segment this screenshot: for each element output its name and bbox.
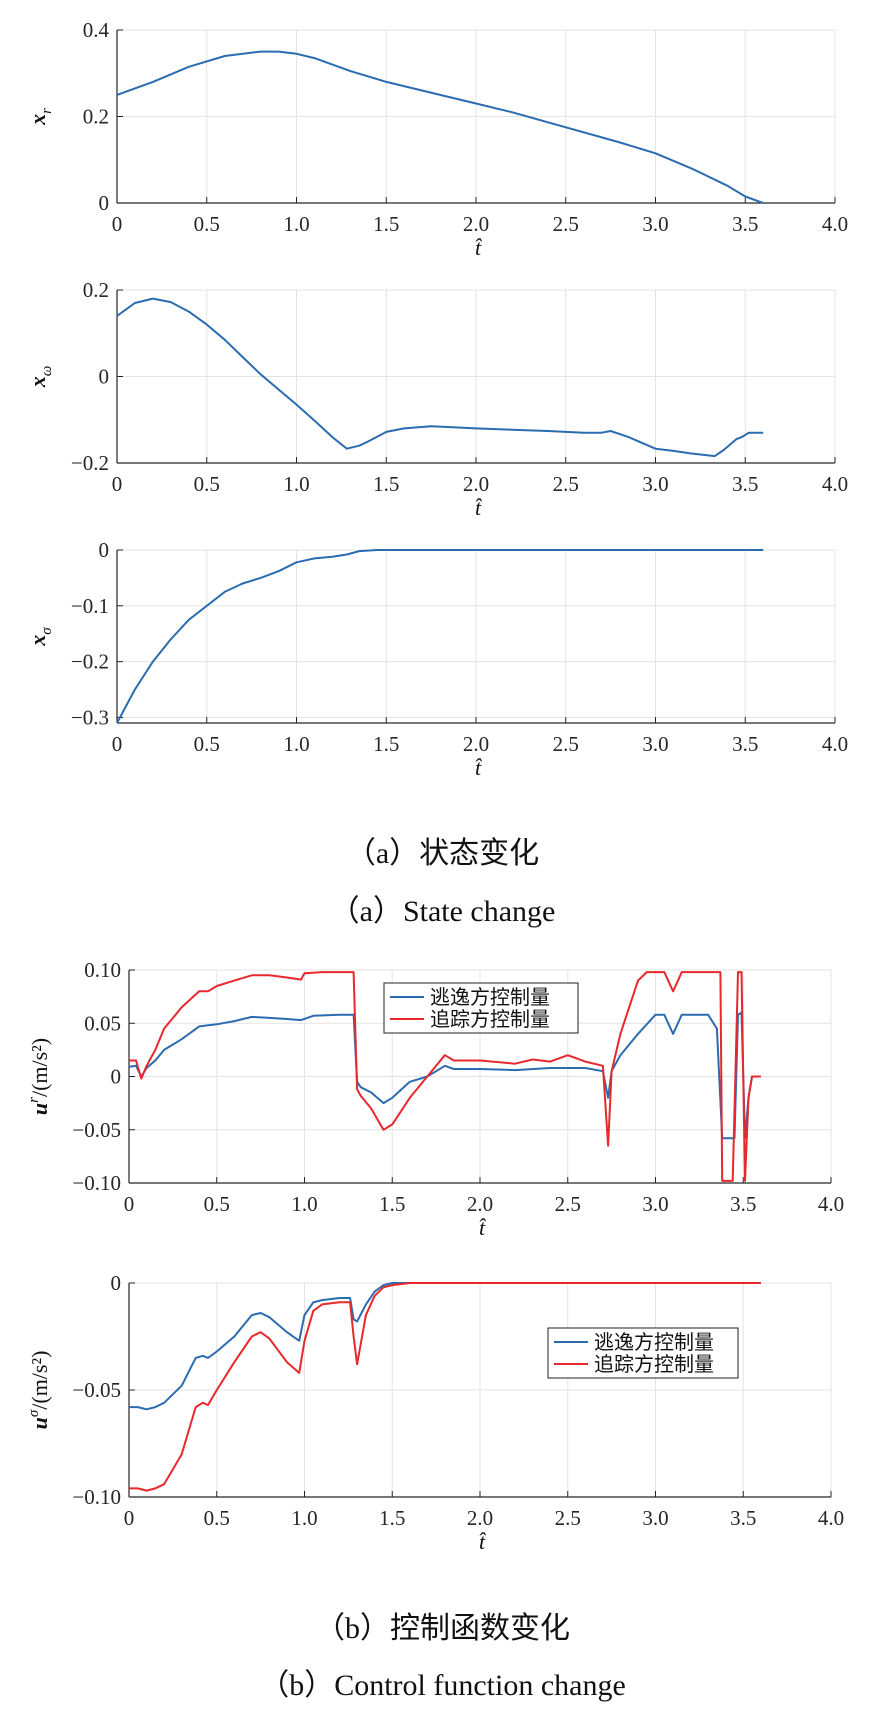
x-tick-label: 2.5 <box>553 212 579 236</box>
x-tick-label: 4.0 <box>818 1192 844 1216</box>
chart-panel-4: 0 0.5 1.0 1.5 2.0 2.5 3.0 3.5 4.0 −0.10 −0.05 0 0.05… <box>26 958 844 1240</box>
x-tick-label: 0.5 <box>204 1192 230 1216</box>
series-line-state <box>116 549 764 724</box>
y-tick-label: 0.05 <box>84 1011 121 1035</box>
x-tick-label: 4.0 <box>818 1506 844 1530</box>
x-axis-label: t̂ <box>475 235 483 260</box>
x-tick-label: 3.0 <box>642 212 668 236</box>
y-axis-label: xr <box>25 108 55 126</box>
series-line-evader <box>129 1282 761 1411</box>
series-line-state <box>116 50 764 204</box>
y-tick-label: 0.10 <box>84 958 121 982</box>
caption-a-english: （a）State change <box>329 895 556 928</box>
x-axis-label: t̂ <box>479 1529 487 1554</box>
series-line-pursuer <box>129 1282 761 1492</box>
chart-panel-5: 0 0.5 1.0 1.5 2.0 2.5 3.0 3.5 4.0 −0.10 −0.05 0 t̂ uσ… <box>26 1271 844 1554</box>
y-tick-label: −0.3 <box>71 705 109 729</box>
y-tick-label: −0.05 <box>72 1378 121 1402</box>
x-tick-label: 2.5 <box>553 472 579 496</box>
y-tick-label: −0.2 <box>71 451 109 475</box>
legend-box <box>547 1327 739 1379</box>
x-tick-label: 1.5 <box>379 1506 405 1530</box>
x-tick-label: 0.5 <box>194 732 220 756</box>
x-tick-label: 0 <box>124 1192 135 1216</box>
x-tick-label: 0.5 <box>194 212 220 236</box>
x-tick-label: 4.0 <box>822 212 848 236</box>
y-tick-label: −0.2 <box>71 650 109 674</box>
x-tick-label: 2.0 <box>463 472 489 496</box>
x-tick-label: 4.0 <box>822 472 848 496</box>
x-tick-label: 3.5 <box>730 1192 756 1216</box>
x-tick-label: 1.0 <box>291 1192 317 1216</box>
x-tick-label: 0 <box>112 472 123 496</box>
x-tick-label: 1.0 <box>283 732 309 756</box>
x-axis-label: t̂ <box>479 1215 487 1240</box>
x-tick-label: 2.0 <box>467 1506 493 1530</box>
x-tick-label: 1.0 <box>283 212 309 236</box>
x-tick-label: 2.0 <box>463 212 489 236</box>
x-tick-label: 0 <box>112 732 123 756</box>
chart-panel-3: 0 0.5 1.0 1.5 2.0 2.5 3.0 3.5 4.0 −0.3 −0.2 −0.1 0 t̂… <box>25 538 848 780</box>
x-tick-label: 3.0 <box>642 1192 668 1216</box>
caption-a-chinese: （a）状态变化 <box>345 837 540 870</box>
x-tick-label: 1.5 <box>373 472 399 496</box>
series-line-evader <box>128 1011 761 1140</box>
y-axis-label: ur/(m/s²) <box>26 1038 52 1115</box>
y-tick-label: 0.2 <box>83 105 109 129</box>
x-tick-label: 1.5 <box>373 212 399 236</box>
x-tick-label: 0.5 <box>194 472 220 496</box>
x-axis-label: t̂ <box>475 755 483 780</box>
y-tick-label: 0 <box>99 365 110 389</box>
x-tick-label: 3.0 <box>642 732 668 756</box>
x-tick-label: 0.5 <box>204 1506 230 1530</box>
y-axis-label: xω <box>25 366 55 389</box>
x-tick-label: 0 <box>124 1506 135 1530</box>
x-tick-label: 3.5 <box>732 732 758 756</box>
chart-panel-2: 0 0.5 1.0 1.5 2.0 2.5 3.0 3.5 4.0−0.200.2t̂xω <box>25 278 848 520</box>
legend-label: 逃逸方控制量 <box>430 986 550 1009</box>
x-tick-label: 2.5 <box>555 1192 581 1216</box>
y-tick-label: 0 <box>99 538 110 562</box>
x-tick-label: 1.0 <box>291 1506 317 1530</box>
y-tick-label: 0 <box>111 1065 122 1089</box>
x-axis-label: t̂ <box>475 495 483 520</box>
y-tick-label: 0.2 <box>83 278 109 302</box>
x-tick-label: 4.0 <box>822 732 848 756</box>
legend-label: 追踪方控制量 <box>430 1008 550 1031</box>
x-tick-label: 2.0 <box>467 1192 493 1216</box>
y-tick-label: −0.1 <box>71 594 109 618</box>
x-tick-label: 2.0 <box>463 732 489 756</box>
caption-b-chinese: （b）控制函数变化 <box>315 1612 570 1645</box>
x-tick-label: 2.5 <box>553 732 579 756</box>
x-tick-label: 3.0 <box>642 472 668 496</box>
legend-label: 追踪方控制量 <box>594 1353 714 1376</box>
x-tick-label: 2.5 <box>555 1506 581 1530</box>
y-axis-label: xσ <box>25 627 55 647</box>
x-tick-label: 3.0 <box>642 1506 668 1530</box>
x-tick-label: 3.5 <box>732 212 758 236</box>
x-tick-label: 3.5 <box>730 1506 756 1530</box>
caption-b-english: （b）Control function change <box>259 1669 626 1702</box>
legend-label: 逃逸方控制量 <box>594 1331 714 1354</box>
x-tick-label: 1.0 <box>283 472 309 496</box>
y-axis-label: uσ/(m/s²) <box>26 1351 52 1430</box>
series-line-pursuer <box>129 971 761 1182</box>
x-tick-label: 0 <box>112 212 123 236</box>
chart-panel-1: 0 0.5 1.0 1.5 2.0 2.5 3.0 3.5 4.0 0 0.2 0.4 t̂ xr <box>25 18 848 260</box>
y-tick-label: 0.4 <box>83 18 110 42</box>
y-tick-label: −0.10 <box>72 1171 121 1195</box>
legend-box <box>383 982 579 1034</box>
series-line-state <box>116 297 764 458</box>
y-tick-label: 0 <box>111 1271 122 1295</box>
y-tick-label: 0 <box>99 191 110 215</box>
x-tick-label: 1.5 <box>373 732 399 756</box>
x-tick-label: 1.5 <box>379 1192 405 1216</box>
y-tick-label: −0.10 <box>72 1485 121 1509</box>
y-tick-label: −0.05 <box>72 1118 121 1142</box>
x-tick-label: 3.5 <box>732 472 758 496</box>
